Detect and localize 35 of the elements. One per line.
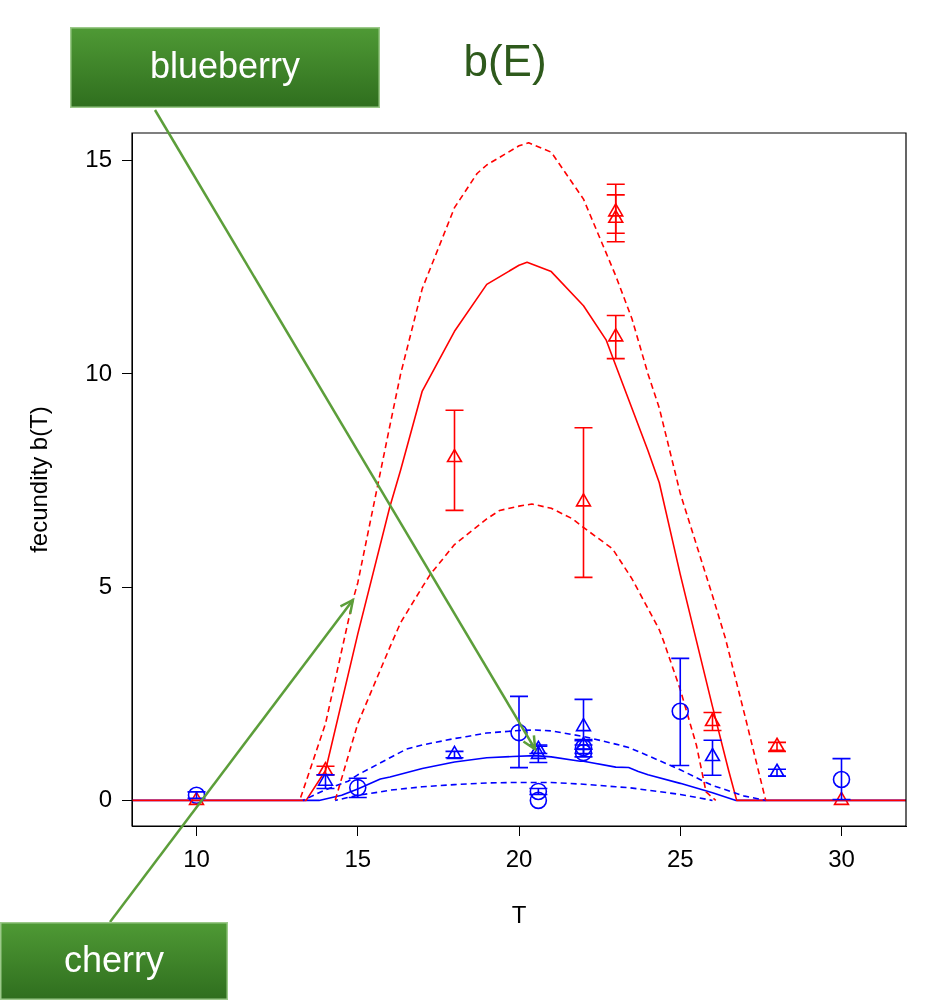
x-tick-label: 20 <box>505 845 533 873</box>
x-tick-label: 10 <box>183 845 210 873</box>
y-tick-label: 10 <box>85 358 112 386</box>
y-tick-label: 5 <box>98 571 112 599</box>
annotation: blueberry <box>149 45 301 87</box>
point <box>446 448 463 463</box>
point <box>704 747 721 762</box>
x-tick-label: 15 <box>344 845 372 873</box>
line-series <box>298 142 767 802</box>
point <box>575 717 592 732</box>
point <box>608 328 624 342</box>
point <box>769 737 785 752</box>
x-axis-title: T <box>511 900 527 928</box>
point <box>188 791 205 806</box>
point <box>704 712 721 727</box>
point <box>608 203 624 217</box>
x-tick-label: 30 <box>828 845 855 873</box>
point <box>317 761 334 776</box>
y-tick-label: 0 <box>98 785 112 813</box>
chart-title: b(E) <box>463 36 547 86</box>
y-axis-title: fecundity b(T) <box>24 406 52 553</box>
point <box>529 782 548 801</box>
x-tick-label: 25 <box>666 845 694 873</box>
point <box>832 770 851 789</box>
point <box>769 763 785 778</box>
y-tick-label: 15 <box>85 145 112 173</box>
point <box>833 791 850 806</box>
point <box>575 493 592 507</box>
point <box>608 209 624 224</box>
annotation: cherry <box>63 938 165 980</box>
point <box>529 791 548 810</box>
point <box>446 745 463 760</box>
point <box>671 702 690 721</box>
point <box>510 723 528 742</box>
point <box>574 743 593 762</box>
